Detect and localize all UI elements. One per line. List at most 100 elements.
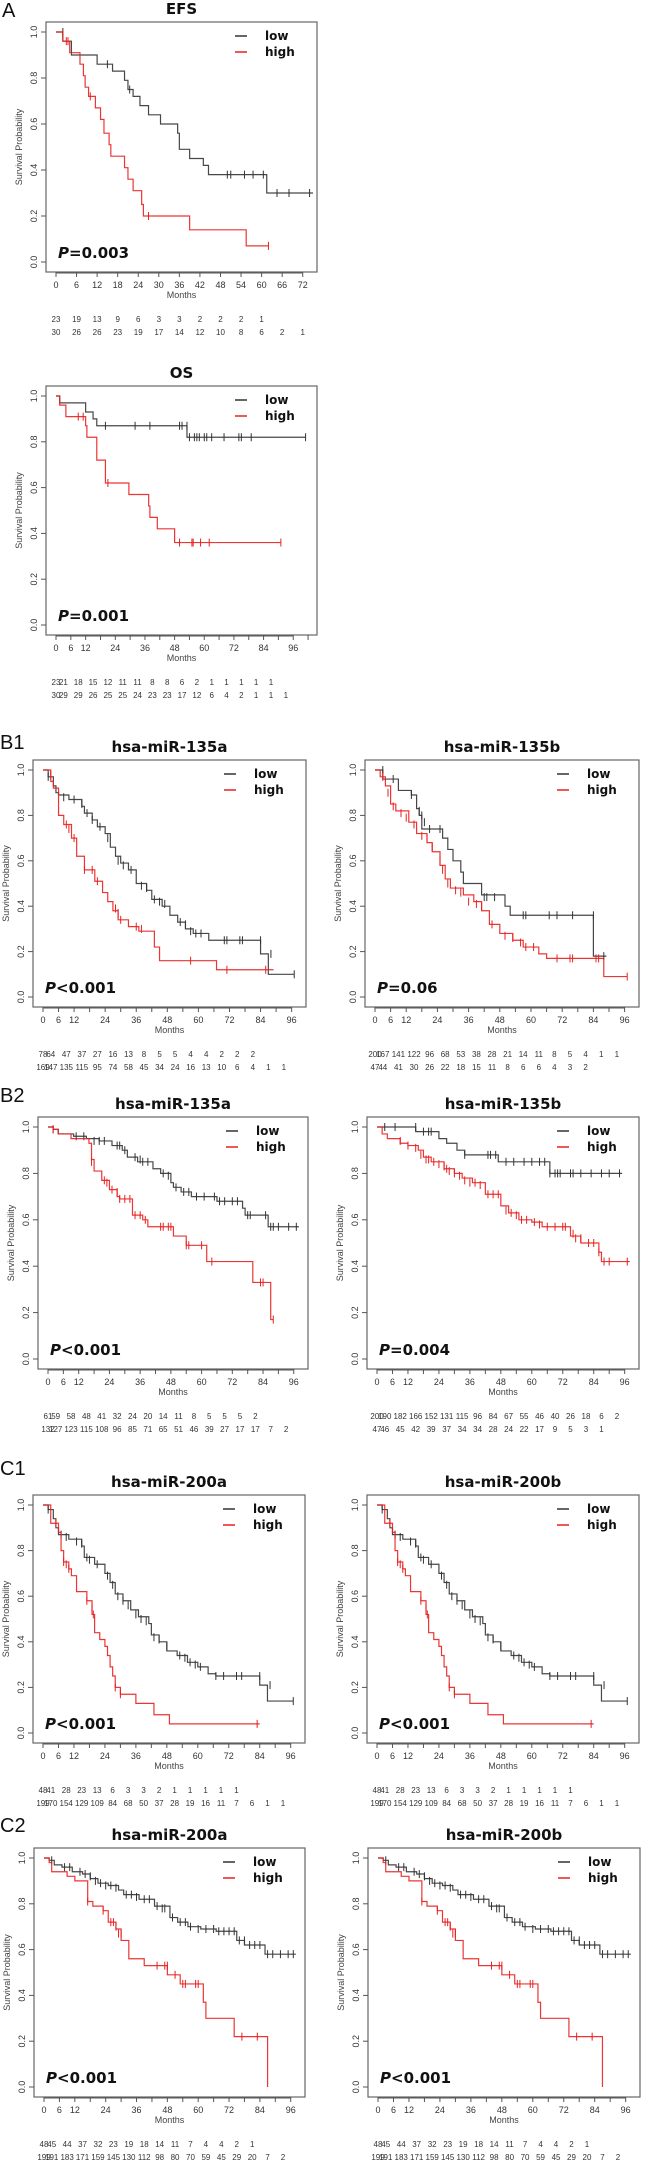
risk-count-high: 3 <box>568 1063 573 1072</box>
y-tick-label: 0.2 <box>348 945 358 958</box>
km-chart-os: OS 0.0 0.2 0.4 0.6 0.8 1.0 Survival Probability… <box>14 364 318 700</box>
risk-count-high: 29 <box>567 2153 576 2162</box>
x-tick-label: 48 <box>215 280 225 290</box>
risk-count-high: 29 <box>232 2153 241 2162</box>
y-tick-label: 0.8 <box>21 1167 31 1180</box>
x-tick-label: 0 <box>40 1751 45 1761</box>
risk-count-high: 24 <box>504 1425 513 1434</box>
km-curve-low <box>377 1126 623 1174</box>
x-tick-label: 96 <box>288 643 298 653</box>
chart-title: hsa-miR-200a <box>111 1473 227 1491</box>
x-tick-label: 12 <box>81 643 91 653</box>
plot-frame <box>366 1116 640 1370</box>
risk-count-low: 8 <box>165 678 170 687</box>
risk-count-high: 112 <box>472 2153 485 2162</box>
x-tick-label: 36 <box>464 1015 474 1025</box>
risk-count-low: 13 <box>93 1786 102 1795</box>
y-tick-label: 1.0 <box>350 1121 360 1134</box>
x-tick-label: 96 <box>620 1015 630 1025</box>
risk-count-low: 37 <box>412 2140 421 2149</box>
x-tick-label: 24 <box>133 280 143 290</box>
x-tick-label: 48 <box>162 2105 172 2115</box>
y-tick-label: 0.8 <box>29 436 39 449</box>
risk-count-high: 6 <box>537 1063 542 1072</box>
x-tick-label: 54 <box>236 280 246 290</box>
risk-count-high: 26 <box>93 328 102 337</box>
risk-count-high: 145 <box>441 2153 455 2162</box>
y-tick-label: 0.0 <box>348 991 358 1004</box>
risk-count-high: 191 <box>45 2153 59 2162</box>
x-tick-label: 48 <box>162 1751 172 1761</box>
legend-label-low: low <box>588 1855 611 1869</box>
risk-count-high: 37 <box>155 1799 164 1808</box>
km-chart-b2-135a: hsa-miR-135a 0.0 0.2 0.4 0.6 0.8 1.0 Survival P… <box>6 1095 309 1434</box>
risk-count-high: 80 <box>505 2153 514 2162</box>
risk-count-high: 147 <box>44 1063 58 1072</box>
risk-count-high: 29 <box>74 691 83 700</box>
risk-count-high: 68 <box>124 1799 133 1808</box>
x-tick-label: 96 <box>286 2105 296 2115</box>
p-value-annotation: P<0.001 <box>46 2069 117 2087</box>
x-tick-label: 60 <box>526 1015 536 1025</box>
x-tick-label: 30 <box>154 280 164 290</box>
km-curve-high <box>56 395 281 544</box>
km-curve-low <box>375 769 607 957</box>
risk-count-high: 28 <box>489 1425 498 1434</box>
x-tick-label: 84 <box>255 2105 265 2115</box>
risk-count-high: 4 <box>251 1063 256 1072</box>
x-axis-label: Months <box>489 2115 519 2125</box>
risk-count-high: 50 <box>473 1799 482 1808</box>
risk-count-low: 5 <box>207 1412 212 1421</box>
risk-count-low: 115 <box>456 1412 469 1421</box>
risk-count-low: 8 <box>552 1050 557 1059</box>
risk-count-low: 64 <box>46 1050 55 1059</box>
risk-count-low: 68 <box>441 1050 450 1059</box>
y-tick-label: 0.0 <box>350 1727 360 1740</box>
risk-count-high: 154 <box>394 1799 408 1808</box>
risk-count-low: 2 <box>235 2140 240 2149</box>
risk-count-low: 11 <box>119 678 128 687</box>
risk-count-high: 10 <box>217 1063 226 1072</box>
y-tick-label: 0.8 <box>29 72 39 85</box>
x-tick-label: 84 <box>258 1377 268 1387</box>
risk-count-low: 3 <box>177 315 182 324</box>
risk-count-low: 55 <box>520 1412 529 1421</box>
risk-count-low: 19 <box>72 315 81 324</box>
risk-count-low: 7 <box>188 2140 193 2149</box>
y-axis-label: Survival Probability <box>1 1580 11 1657</box>
y-tick-label: 0.2 <box>350 1306 360 1319</box>
x-tick-label: 36 <box>131 1751 141 1761</box>
km-chart-b1-135a: hsa-miR-135a 0.0 0.2 0.4 0.6 0.8 1.0 Survival P… <box>1 738 307 1072</box>
x-tick-label: 72 <box>224 1015 234 1025</box>
risk-count-high: 127 <box>49 1425 63 1434</box>
risk-count-low: 14 <box>159 1412 168 1421</box>
chart-title: hsa-miR-135a <box>112 738 228 756</box>
risk-count-high: 1 <box>300 328 305 337</box>
km-chart-c2-200a: hsa-miR-200a 0.0 0.2 0.4 0.6 0.8 1.0 Survival P… <box>2 1826 306 2162</box>
x-axis-label: Months <box>488 1761 518 1771</box>
legend-label-low: low <box>254 767 277 781</box>
risk-count-low: 20 <box>143 1412 152 1421</box>
risk-count-high: 1 <box>599 1425 604 1434</box>
risk-count-high: 159 <box>91 2153 105 2162</box>
x-tick-label: 24 <box>434 1751 444 1761</box>
y-tick-label: 0.4 <box>350 1260 360 1273</box>
km-chart-efs: EFS 0.0 0.2 0.4 0.6 0.8 1.0 Survival Probabilit… <box>14 0 318 337</box>
y-tick-label: 0.2 <box>21 1306 31 1319</box>
y-tick-label: 0.4 <box>351 1989 361 2002</box>
x-axis-label: Months <box>487 1025 517 1035</box>
risk-count-low: 1 <box>522 1786 527 1795</box>
risk-count-low: 18 <box>140 2140 149 2149</box>
risk-count-low: 48 <box>39 1786 48 1795</box>
risk-count-low: 67 <box>504 1412 513 1421</box>
y-tick-label: 0.6 <box>16 855 26 868</box>
x-tick-label: 12 <box>401 1015 411 1025</box>
risk-count-high: 2 <box>616 2153 621 2162</box>
risk-count-low: 182 <box>394 1412 408 1421</box>
km-chart-c2-200b: hsa-miR-200b 0.0 0.2 0.4 0.6 0.8 1.0 Survival P… <box>336 1826 641 2162</box>
risk-count-high: 169 <box>36 1063 50 1072</box>
risk-count-high: 17 <box>251 1425 260 1434</box>
risk-count-low: 11 <box>535 1050 544 1059</box>
risk-count-high: 123 <box>64 1425 78 1434</box>
risk-count-low: 13 <box>93 315 102 324</box>
